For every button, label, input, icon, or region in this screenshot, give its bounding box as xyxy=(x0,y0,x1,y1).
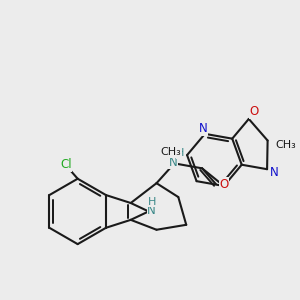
Text: O: O xyxy=(219,178,229,191)
Text: H: H xyxy=(147,196,156,206)
Text: H: H xyxy=(176,148,184,158)
Text: CH₃: CH₃ xyxy=(275,140,296,151)
Text: N: N xyxy=(199,122,207,135)
Text: N: N xyxy=(270,166,278,179)
Text: N: N xyxy=(169,156,178,169)
Text: N: N xyxy=(147,204,156,217)
Text: CH₃: CH₃ xyxy=(161,147,182,157)
Text: Cl: Cl xyxy=(60,158,72,171)
Text: O: O xyxy=(249,106,258,118)
